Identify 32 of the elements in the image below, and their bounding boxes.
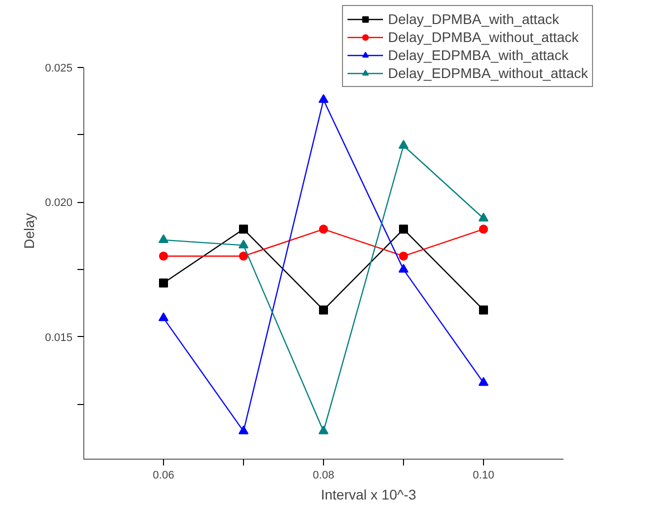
- point: [159, 252, 168, 261]
- y-tick-label: 0.020: [44, 197, 73, 210]
- y-axis-title: Delay: [20, 213, 37, 249]
- legend-label: Delay_DPMBA_with_attack: [388, 10, 560, 28]
- point: [159, 278, 168, 288]
- point: [318, 426, 328, 434]
- x-tick-label: 0.08: [312, 470, 334, 482]
- point: [239, 252, 248, 261]
- point: [158, 234, 168, 244]
- point: [319, 224, 328, 234]
- x-axis-title: Interval x 10^-3: [320, 486, 416, 502]
- point: [479, 224, 488, 234]
- x-tick-label: 0.06: [152, 470, 174, 482]
- point: [478, 212, 488, 222]
- point: [239, 224, 248, 234]
- point: [318, 94, 328, 103]
- y-tick-label: 0.025: [44, 62, 73, 74]
- point: [398, 264, 408, 273]
- point: [398, 140, 408, 149]
- point: [399, 252, 408, 261]
- legend-label: Delay_EDPMBA_with_attack: [388, 46, 569, 64]
- point: [478, 377, 488, 386]
- legend-label: Delay_DPMBA_without_attack: [388, 28, 579, 46]
- point: [238, 240, 248, 248]
- x-tick-label: 0.10: [472, 470, 494, 482]
- point: [479, 305, 488, 314]
- point: [319, 305, 328, 314]
- point: [158, 312, 168, 322]
- point: [399, 224, 408, 234]
- y-tick-label: 0.015: [44, 332, 73, 344]
- point: [238, 426, 248, 434]
- legend-label: Delay_EDPMBA_without_attack: [388, 64, 588, 82]
